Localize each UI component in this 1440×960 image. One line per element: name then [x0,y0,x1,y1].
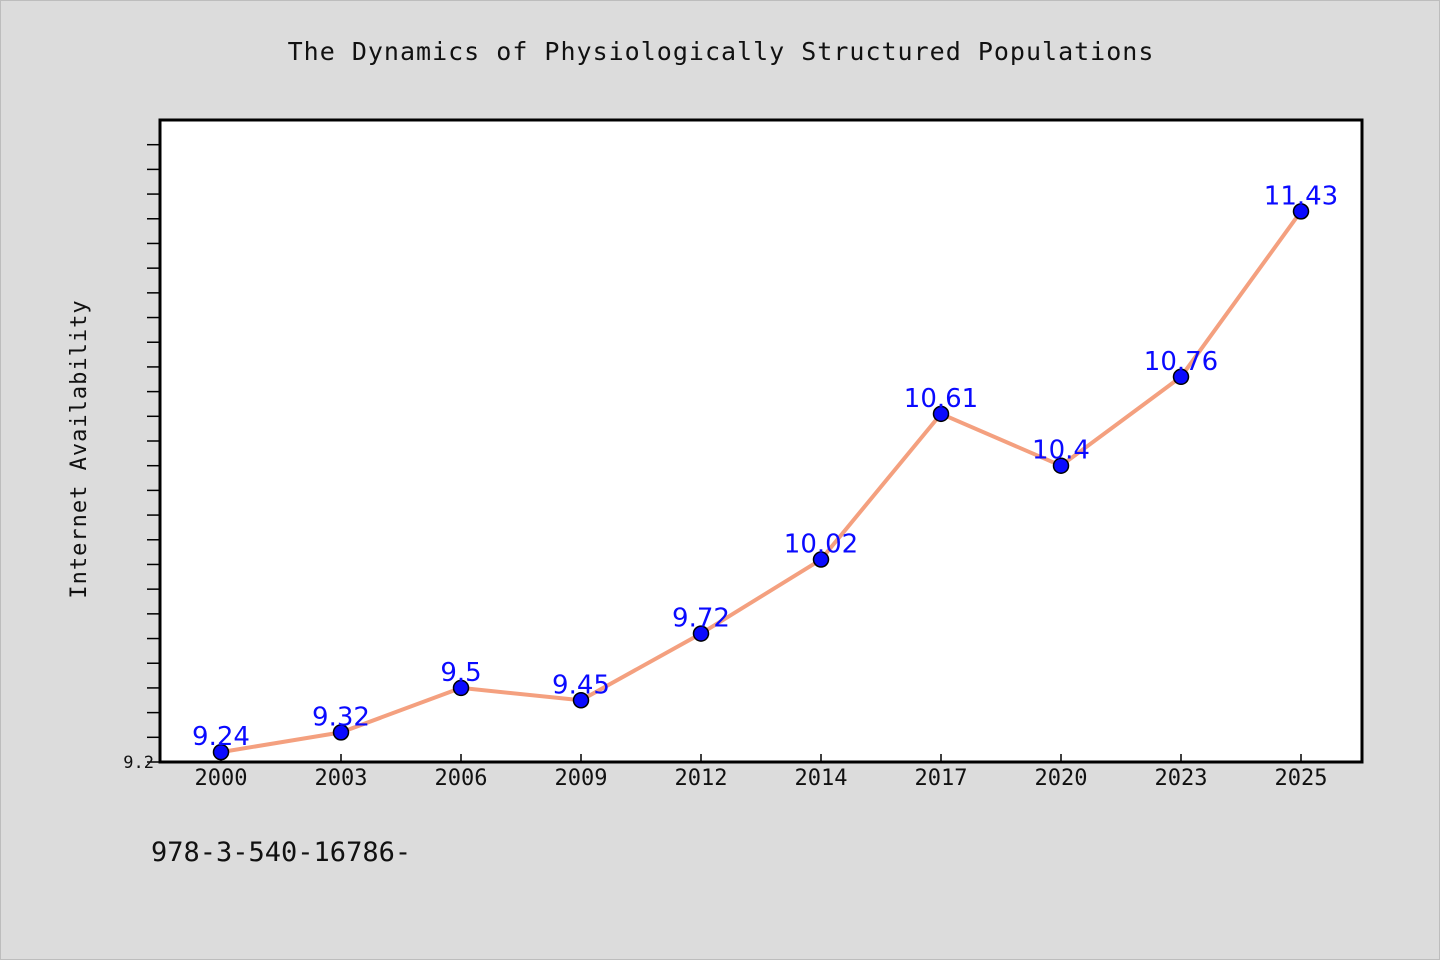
data-point-label: 9.24 [192,722,250,752]
x-tick-label: 2003 [315,766,368,791]
data-point-marker [452,679,470,697]
series-markers [212,203,1310,761]
data-point-label: 9.72 [672,604,730,634]
x-tick-label: 2006 [435,766,488,791]
x-tick-label: 2009 [555,766,608,791]
data-point-marker [812,551,830,568]
data-point-marker [572,692,590,709]
y-tick-label: 9.2 [123,753,154,773]
x-tick-label: 2012 [675,766,728,791]
x-tick-label: 2020 [1035,766,1088,791]
data-point-label: 11.43 [1264,181,1338,211]
data-point-marker [332,724,350,741]
chart-title: The Dynamics of Physiologically Structur… [287,37,1155,66]
data-point-label: 9.32 [312,702,370,732]
data-point-marker [1292,203,1310,220]
y-axis-ticks: 9.2 [123,143,160,773]
x-axis-ticks: 2000 2003 2006 2009 2012 2014 2017 2020 2023 2025 [195,754,1328,791]
footer-isbn-text: 978-3-540-16786- [151,837,412,868]
x-tick-label: 2014 [795,766,848,791]
data-point-marker [1052,457,1070,474]
data-point-label: 10.61 [904,384,978,414]
x-tick-label: 2025 [1275,766,1328,791]
data-point-marker [212,743,230,761]
plot-area [158,118,1364,764]
data-point-label: 10.4 [1032,436,1090,466]
data-point-label: 9.45 [552,670,610,700]
x-tick-label: 2000 [195,766,248,791]
data-point-marker [692,625,710,642]
x-tick-label: 2023 [1155,766,1208,791]
series-line [220,210,1303,755]
data-point-label: 10.76 [1144,347,1218,377]
data-labels: 9.24 9.32 9.5 9.45 9.72 10.02 10.61 10.4 10.76 11… [192,181,1338,752]
data-point-marker [1172,368,1190,386]
data-point-label: 9.5 [440,658,481,688]
x-tick-label: 2017 [915,766,968,791]
data-point-marker [932,405,950,423]
y-axis-label: Internet Availability [67,299,92,598]
data-point-label: 10.02 [784,530,858,560]
